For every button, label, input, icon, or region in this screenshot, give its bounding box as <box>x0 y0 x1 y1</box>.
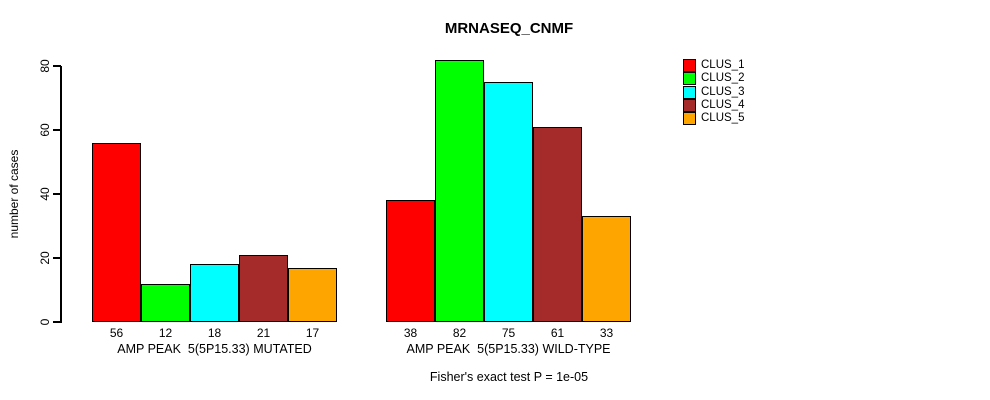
legend-swatch-clus_2 <box>683 72 696 86</box>
bar-value-label: 56 <box>109 326 124 340</box>
legend-swatch-clus_5 <box>683 112 696 126</box>
bar-clus_2-group1 <box>141 283 190 322</box>
legend-entry-clus_2: CLUS_2 <box>683 72 745 86</box>
bar-clus_2-group2 <box>435 59 484 322</box>
y-tick-label: 20 <box>38 251 52 265</box>
legend-label: CLUS_5 <box>701 112 745 125</box>
y-tick-mark <box>53 65 61 67</box>
group-label: AMP PEAK 5(5P15.33) WILD-TYPE <box>406 342 611 356</box>
bar-clus_4-group1 <box>239 254 288 322</box>
bar-value-label: 17 <box>305 326 320 340</box>
legend-label: CLUS_2 <box>701 72 745 85</box>
y-tick-label: 40 <box>38 187 52 201</box>
bar-value-label: 18 <box>207 326 222 340</box>
legend-label: CLUS_1 <box>701 59 745 72</box>
bar-value-label: 75 <box>501 326 516 340</box>
y-tick-mark <box>53 257 61 259</box>
bar-clus_5-group2 <box>582 216 631 322</box>
bar-value-label: 61 <box>550 326 565 340</box>
legend-entry-clus_4: CLUS_4 <box>683 98 745 112</box>
group-label: AMP PEAK 5(5P15.33) MUTATED <box>117 342 312 356</box>
legend-entry-clus_1: CLUS_1 <box>683 59 745 73</box>
legend-swatch-clus_3 <box>683 85 696 99</box>
bar-value-label: 21 <box>256 326 271 340</box>
bar-clus_5-group1 <box>288 267 337 322</box>
bar-value-label: 33 <box>599 326 614 340</box>
legend-label: CLUS_3 <box>701 85 745 98</box>
y-tick-label: 80 <box>38 59 52 73</box>
footnote: Fisher's exact test P = 1e-05 <box>429 370 589 384</box>
y-tick-mark <box>53 193 61 195</box>
y-tick-label: 0 <box>38 318 52 326</box>
legend-swatch-clus_4 <box>683 98 696 112</box>
legend: CLUS_1 CLUS_2 CLUS_3 CLUS_4 CLUS_5 <box>683 59 745 126</box>
bar-clus_4-group2 <box>533 126 582 322</box>
bar-value-label: 12 <box>158 326 173 340</box>
y-tick-label: 60 <box>38 123 52 137</box>
legend-entry-clus_5: CLUS_5 <box>683 112 745 126</box>
y-tick-mark <box>53 129 61 131</box>
y-axis-title: number of cases <box>7 149 21 239</box>
legend-swatch-clus_1 <box>683 59 696 73</box>
legend-label: CLUS_4 <box>701 98 745 111</box>
bar-value-label: 82 <box>452 326 467 340</box>
bar-clus_1-group1 <box>92 142 141 322</box>
bar-clus_3-group2 <box>484 82 533 322</box>
legend-entry-clus_3: CLUS_3 <box>683 85 745 99</box>
bar-clus_3-group1 <box>190 264 239 322</box>
chart-title: MRNASEQ_CNMF <box>444 20 574 37</box>
bar-clus_1-group2 <box>386 200 435 322</box>
bar-value-label: 38 <box>403 326 418 340</box>
y-tick-mark <box>53 321 61 323</box>
